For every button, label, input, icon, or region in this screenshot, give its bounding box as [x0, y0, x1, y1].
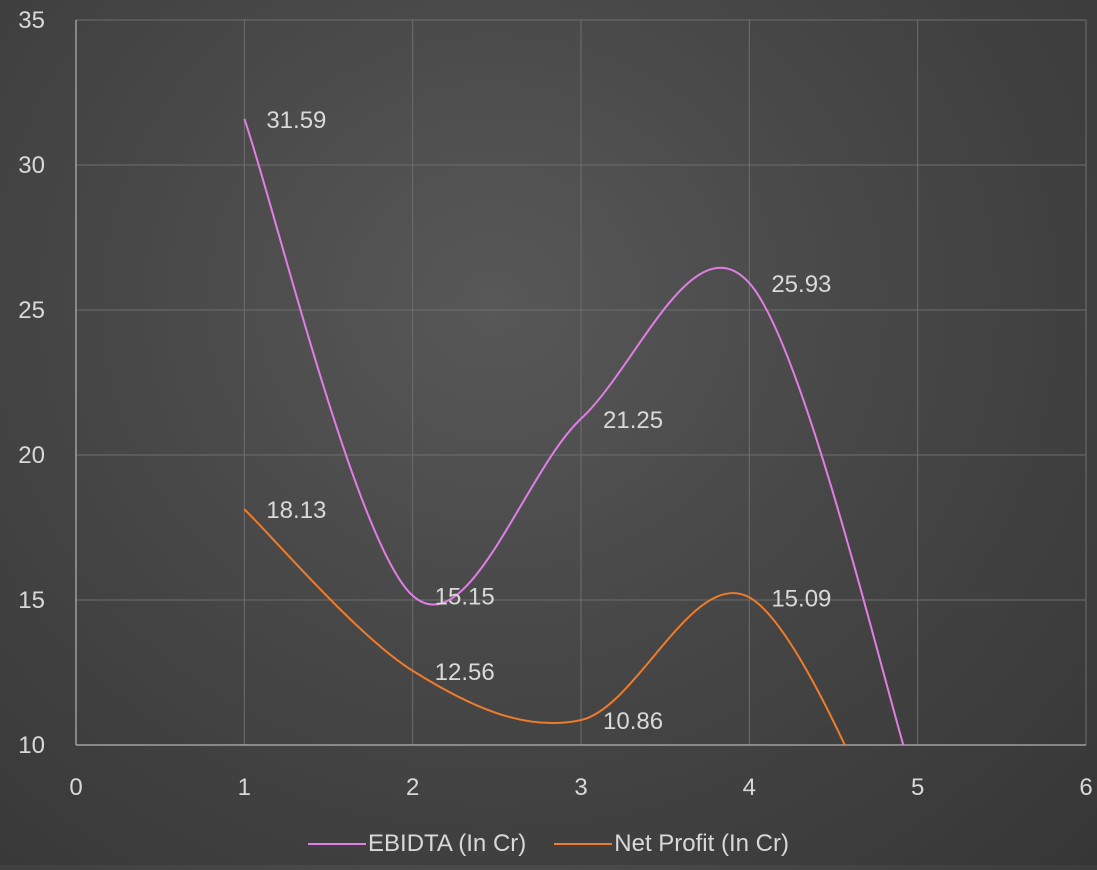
- data-label: 31.59: [266, 107, 326, 134]
- data-label: 15.15: [435, 584, 495, 611]
- x-tick-label: 1: [238, 774, 251, 801]
- data-label: 12.56: [435, 659, 495, 686]
- legend-swatch-ebidta: [308, 843, 367, 845]
- x-tick-label: 4: [743, 774, 756, 801]
- y-tick-label: 20: [18, 442, 45, 469]
- legend-label-ebidta: EBIDTA (In Cr): [368, 830, 527, 857]
- x-tick-label: 2: [406, 774, 419, 801]
- x-tick-label: 0: [69, 774, 82, 801]
- chart-legend: EBIDTA (In Cr) Net Profit (In Cr): [0, 826, 1097, 862]
- y-tick-label: 30: [18, 152, 45, 179]
- legend-swatch-net-profit: [554, 843, 613, 845]
- series-line-net-profit: [243, 508, 846, 745]
- x-tick-label: 6: [1079, 774, 1092, 801]
- data-label: 18.13: [266, 497, 326, 524]
- data-label: 10.86: [603, 708, 663, 735]
- series-line-ebidta: [243, 118, 905, 745]
- data-label: 15.09: [771, 585, 831, 612]
- legend-item-net-profit: Net Profit (In Cr): [554, 830, 789, 858]
- legend-item-ebidta: EBIDTA (In Cr): [308, 830, 526, 858]
- y-tick-label: 35: [18, 7, 45, 34]
- y-tick-label: 15: [18, 587, 45, 614]
- x-tick-label: 5: [911, 774, 924, 801]
- legend-label-net-profit: Net Profit (In Cr): [614, 830, 789, 857]
- x-tick-label: 3: [574, 774, 587, 801]
- y-tick-label: 25: [18, 297, 45, 324]
- y-tick-label: 10: [18, 732, 45, 759]
- data-label: 25.93: [771, 271, 831, 298]
- data-label: 21.25: [603, 407, 663, 434]
